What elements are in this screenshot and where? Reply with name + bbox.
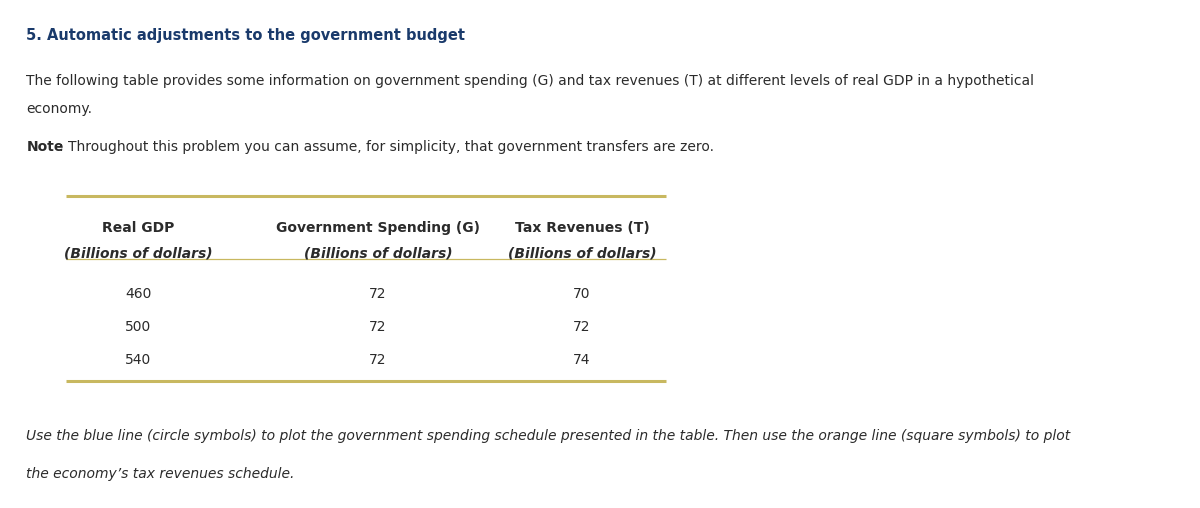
Text: 5. Automatic adjustments to the government budget: 5. Automatic adjustments to the governme… (26, 28, 466, 43)
Text: (Billions of dollars): (Billions of dollars) (64, 246, 212, 261)
Text: The following table provides some information on government spending (G) and tax: The following table provides some inform… (26, 74, 1034, 88)
Text: 70: 70 (574, 287, 590, 301)
Text: 460: 460 (125, 287, 151, 301)
Text: Note: Note (26, 140, 64, 154)
Text: Tax Revenues (T): Tax Revenues (T) (515, 221, 649, 235)
Text: Government Spending (G): Government Spending (G) (276, 221, 480, 235)
Text: 72: 72 (370, 287, 386, 301)
Text: (Billions of dollars): (Billions of dollars) (304, 246, 452, 261)
Text: Use the blue line (circle symbols) to plot the government spending schedule pres: Use the blue line (circle symbols) to pl… (26, 429, 1070, 443)
Text: economy.: economy. (26, 102, 92, 116)
Text: 500: 500 (125, 320, 151, 334)
Text: 74: 74 (574, 353, 590, 367)
Text: 72: 72 (370, 320, 386, 334)
Text: Real GDP: Real GDP (102, 221, 174, 235)
Text: 540: 540 (125, 353, 151, 367)
Text: 72: 72 (370, 353, 386, 367)
Text: : Throughout this problem you can assume, for simplicity, that government transf: : Throughout this problem you can assume… (59, 140, 714, 154)
Text: the economy’s tax revenues schedule.: the economy’s tax revenues schedule. (26, 467, 295, 482)
Text: 72: 72 (574, 320, 590, 334)
Text: (Billions of dollars): (Billions of dollars) (508, 246, 656, 261)
